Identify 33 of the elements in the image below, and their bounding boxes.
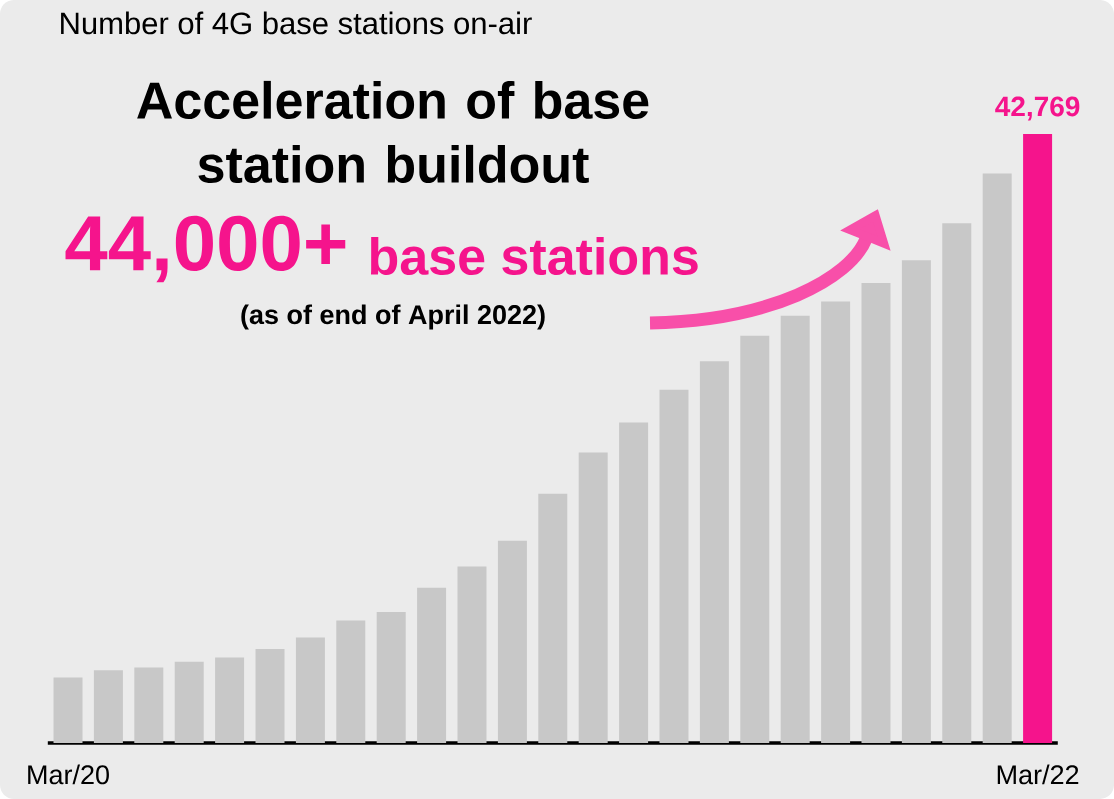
bar	[336, 620, 366, 743]
bar	[901, 260, 931, 743]
chart-title: Number of 4G base stations on-air	[61, 11, 532, 35]
annotation: base stations	[370, 236, 698, 276]
annotation: Acceleration of base station buildout	[137, 80, 649, 184]
bar	[497, 540, 527, 743]
bar	[942, 223, 972, 743]
annotation: 44,000+	[65, 215, 346, 283]
bar	[578, 452, 608, 743]
bar	[53, 677, 83, 743]
bar	[376, 611, 406, 743]
bar	[1023, 133, 1053, 743]
bar	[134, 667, 164, 743]
data-label: 42,769	[995, 96, 1080, 121]
bar	[619, 422, 649, 743]
bar	[417, 587, 447, 743]
annotation: (as of end of April 2022)	[241, 304, 545, 330]
bar	[295, 637, 325, 743]
bar	[821, 301, 851, 743]
bar	[457, 566, 487, 743]
bar	[538, 493, 568, 743]
x-tick-label: Mar/22	[997, 764, 1079, 785]
bar	[255, 649, 285, 743]
bar	[659, 389, 689, 743]
bar	[780, 315, 810, 743]
bar	[861, 283, 891, 743]
bar	[699, 361, 729, 743]
bar	[740, 335, 770, 743]
bar	[215, 657, 245, 743]
bar	[174, 661, 204, 743]
bar	[93, 670, 123, 743]
x-tick-label: Mar/20	[28, 764, 109, 785]
bar	[982, 173, 1012, 743]
